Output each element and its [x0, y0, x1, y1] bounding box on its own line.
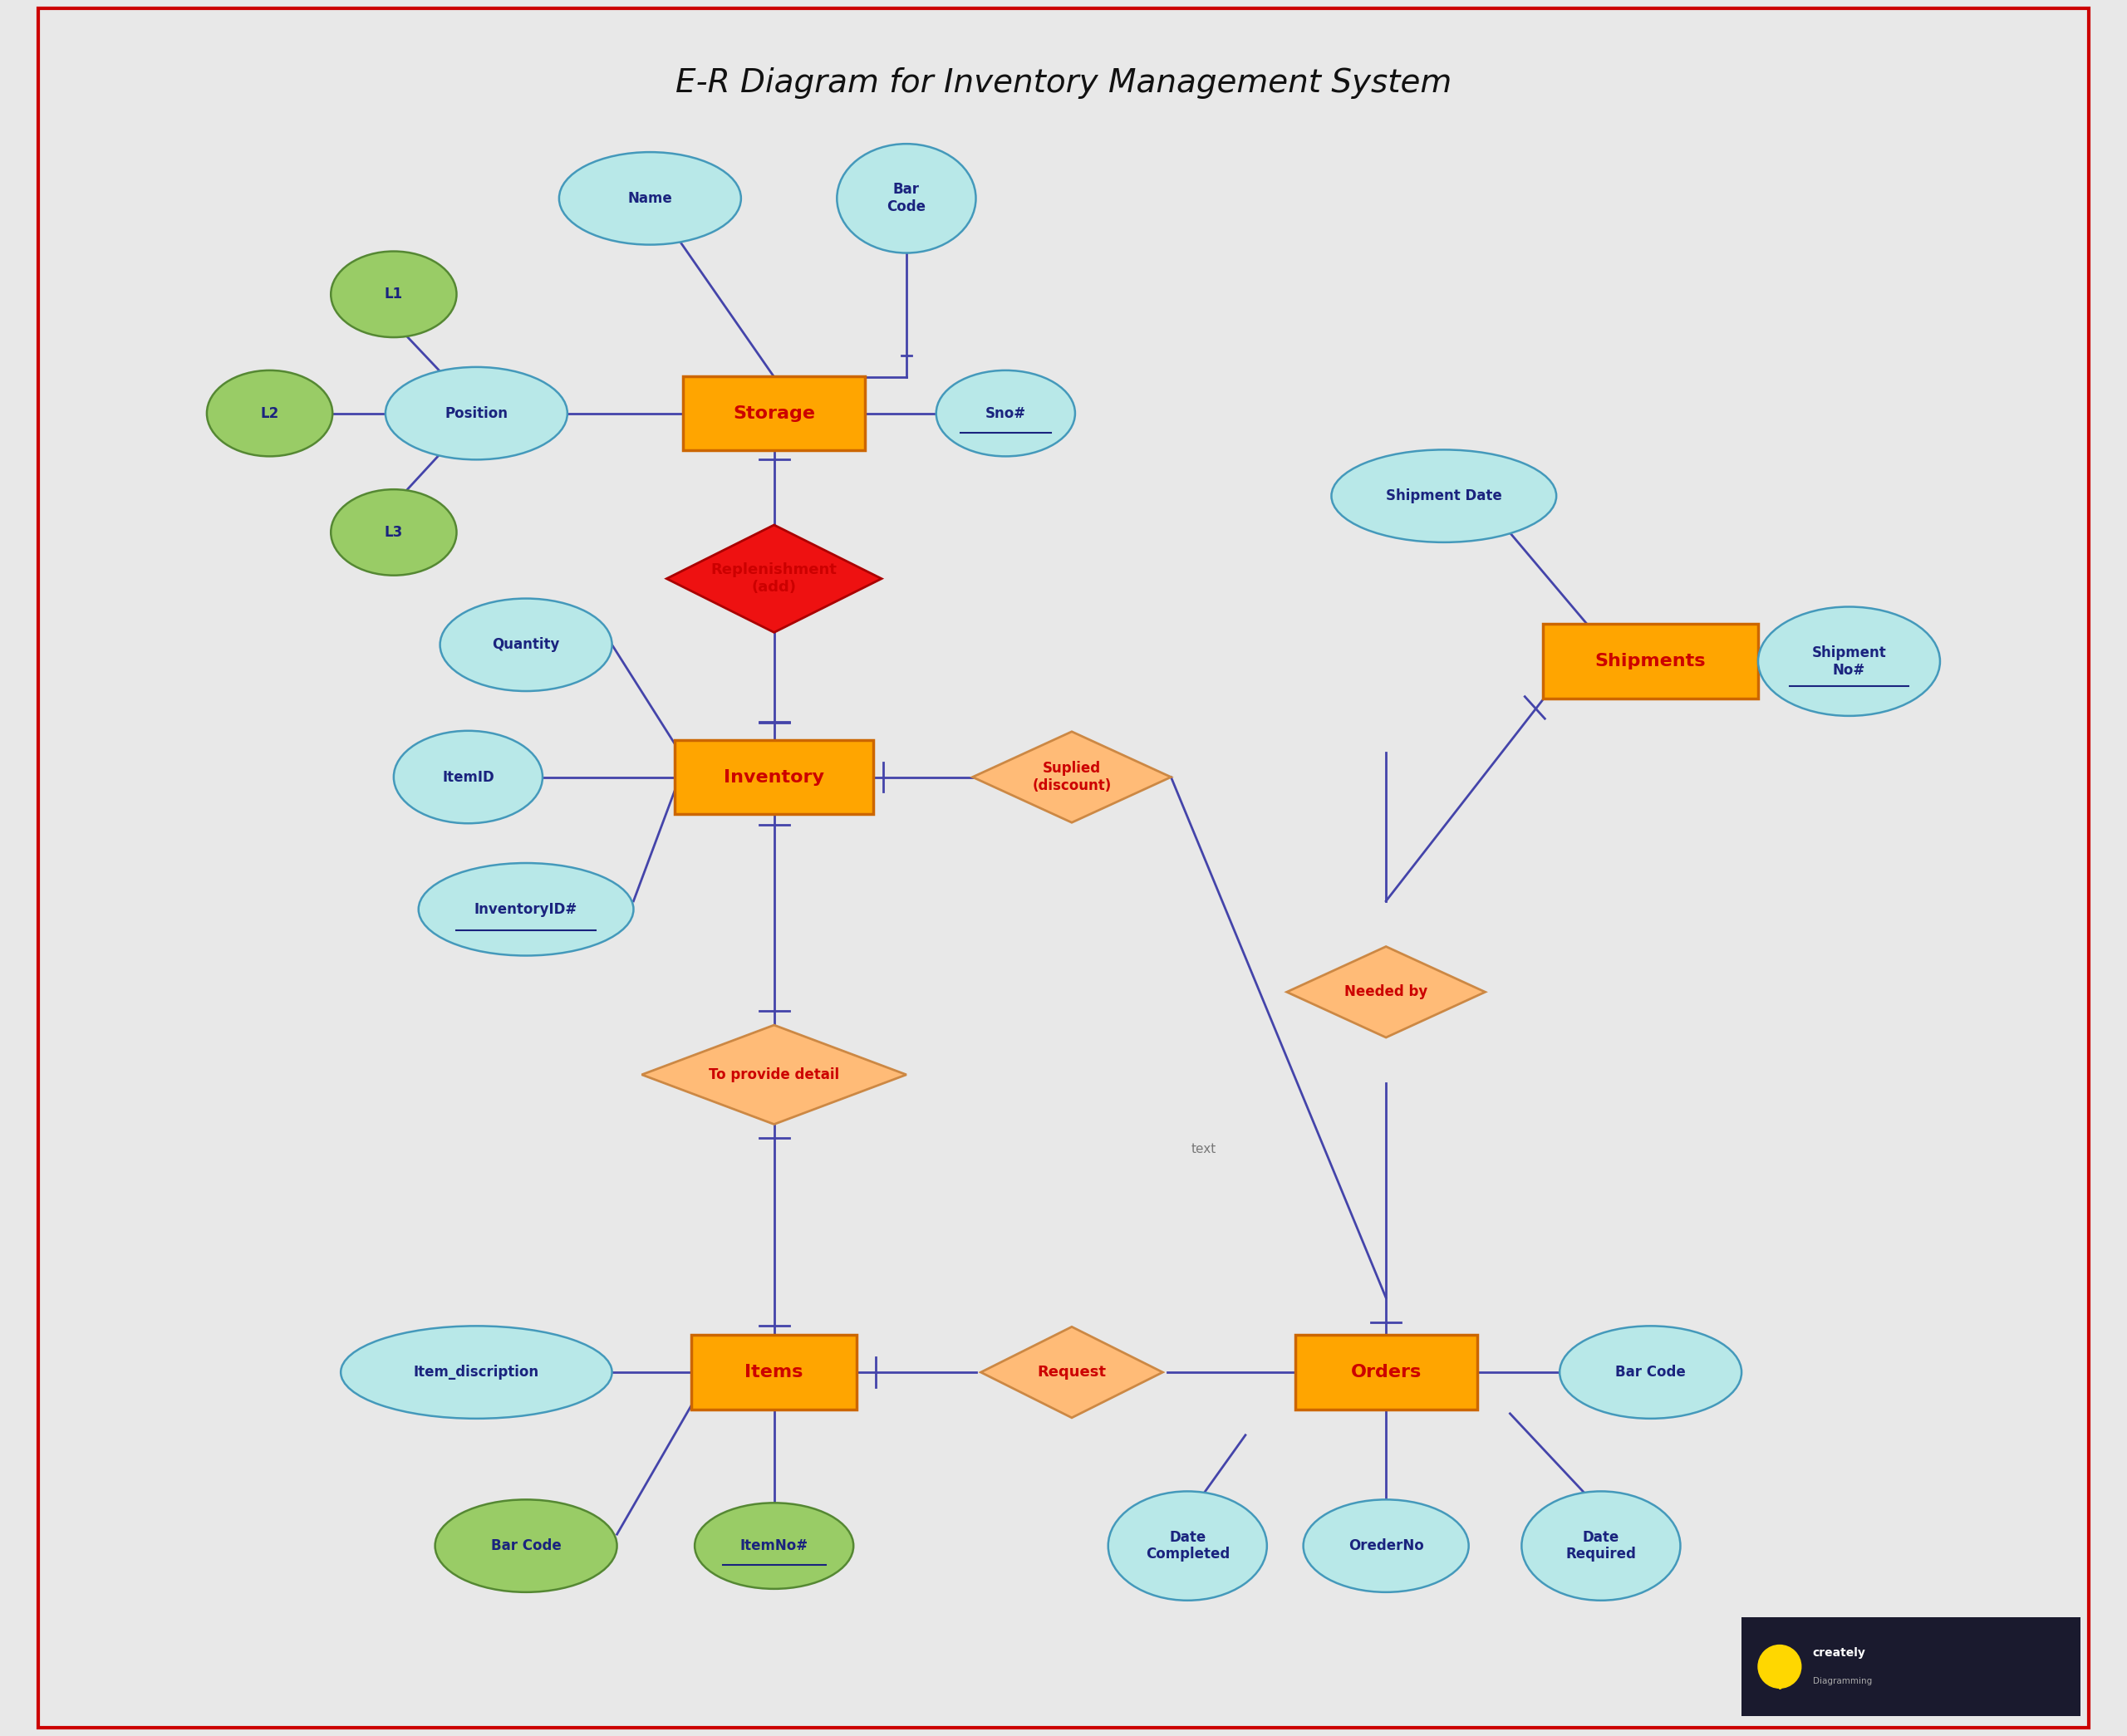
Ellipse shape	[836, 144, 976, 253]
Text: Shipment
No#: Shipment No#	[1812, 646, 1887, 677]
Ellipse shape	[340, 1326, 613, 1418]
Ellipse shape	[1304, 1500, 1468, 1592]
Text: L2: L2	[259, 406, 279, 420]
Text: Bar Code: Bar Code	[1614, 1364, 1687, 1380]
Ellipse shape	[419, 863, 634, 955]
FancyBboxPatch shape	[683, 377, 866, 451]
Ellipse shape	[1759, 608, 1940, 715]
Text: Suplied
(discount): Suplied (discount)	[1032, 760, 1110, 793]
Ellipse shape	[332, 252, 457, 337]
FancyBboxPatch shape	[1295, 1335, 1476, 1410]
Text: Diagramming: Diagramming	[1812, 1677, 1872, 1686]
Text: text: text	[1191, 1142, 1217, 1154]
Polygon shape	[666, 524, 881, 632]
Text: Item_discription: Item_discription	[413, 1364, 538, 1380]
Text: Inventory: Inventory	[723, 769, 825, 785]
FancyBboxPatch shape	[691, 1335, 857, 1410]
Ellipse shape	[1108, 1491, 1268, 1601]
Ellipse shape	[936, 370, 1074, 457]
Text: Name: Name	[627, 191, 672, 207]
Ellipse shape	[385, 366, 568, 460]
Text: Shipment Date: Shipment Date	[1387, 488, 1502, 503]
Text: ItemID: ItemID	[442, 769, 493, 785]
Text: Storage: Storage	[734, 404, 815, 422]
Text: Position: Position	[445, 406, 508, 420]
Text: Date
Required: Date Required	[1565, 1529, 1636, 1562]
Text: L1: L1	[385, 286, 402, 302]
FancyBboxPatch shape	[1742, 1616, 2080, 1717]
Text: InventoryID#: InventoryID#	[474, 903, 579, 917]
Ellipse shape	[1332, 450, 1557, 542]
Ellipse shape	[206, 370, 332, 457]
Ellipse shape	[440, 599, 613, 691]
Ellipse shape	[393, 731, 542, 823]
Text: ItemNo#: ItemNo#	[740, 1538, 808, 1554]
Text: To provide detail: To provide detail	[708, 1068, 840, 1082]
Polygon shape	[981, 1326, 1163, 1418]
Circle shape	[1759, 1646, 1802, 1687]
Ellipse shape	[696, 1503, 853, 1588]
Text: Items: Items	[744, 1364, 804, 1380]
Ellipse shape	[1521, 1491, 1680, 1601]
Text: OrederNo: OrederNo	[1349, 1538, 1423, 1554]
FancyBboxPatch shape	[1542, 625, 1759, 698]
Polygon shape	[972, 731, 1172, 823]
Text: Bar
Code: Bar Code	[887, 182, 925, 215]
Text: Request: Request	[1038, 1364, 1106, 1380]
Ellipse shape	[332, 490, 457, 575]
Text: Sno#: Sno#	[985, 406, 1025, 420]
Ellipse shape	[1559, 1326, 1742, 1418]
Ellipse shape	[436, 1500, 617, 1592]
Ellipse shape	[559, 153, 740, 245]
Polygon shape	[1287, 946, 1485, 1038]
Text: Replenishment
(add): Replenishment (add)	[710, 562, 838, 595]
FancyBboxPatch shape	[674, 740, 874, 814]
Text: Needed by: Needed by	[1344, 984, 1427, 1000]
Text: L3: L3	[385, 524, 402, 540]
Text: Date
Completed: Date Completed	[1146, 1529, 1229, 1562]
Text: Quantity: Quantity	[491, 637, 559, 653]
Text: Shipments: Shipments	[1595, 653, 1706, 670]
Text: E-R Diagram for Inventory Management System: E-R Diagram for Inventory Management Sys…	[676, 68, 1451, 99]
Text: Orders: Orders	[1351, 1364, 1421, 1380]
Polygon shape	[642, 1024, 906, 1125]
Text: creately: creately	[1812, 1647, 1865, 1660]
Text: Bar Code: Bar Code	[491, 1538, 562, 1554]
